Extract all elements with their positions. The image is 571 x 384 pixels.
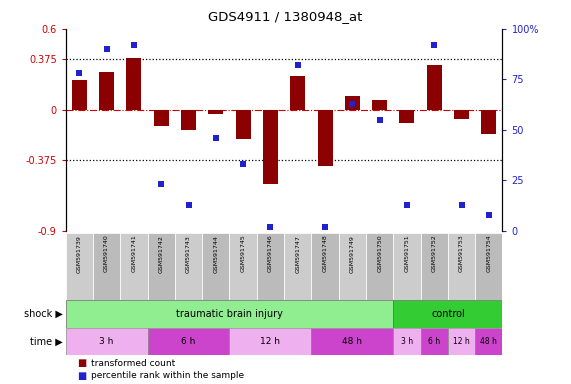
Text: control: control: [431, 309, 465, 319]
Bar: [154, 109, 168, 126]
Bar: [393, 328, 421, 355]
Text: GSM591749: GSM591749: [350, 235, 355, 273]
Bar: [481, 109, 496, 134]
Bar: [66, 233, 93, 300]
Bar: [475, 328, 502, 355]
Text: GSM591742: GSM591742: [159, 235, 164, 273]
Text: 12 h: 12 h: [453, 337, 470, 346]
Bar: [400, 109, 415, 123]
Bar: [448, 328, 475, 355]
Text: 48 h: 48 h: [480, 337, 497, 346]
Bar: [72, 80, 87, 109]
Text: transformed count: transformed count: [91, 359, 176, 368]
Text: GSM591740: GSM591740: [104, 235, 109, 273]
Text: GSM591752: GSM591752: [432, 235, 437, 273]
Bar: [230, 233, 257, 300]
Point: [320, 223, 329, 230]
Bar: [175, 233, 202, 300]
Bar: [284, 233, 311, 300]
Bar: [230, 328, 311, 355]
Bar: [317, 109, 332, 166]
Bar: [339, 233, 366, 300]
Point: [239, 161, 248, 167]
Bar: [236, 109, 251, 139]
Bar: [290, 76, 305, 109]
Text: 3 h: 3 h: [99, 337, 114, 346]
Point: [75, 70, 84, 76]
Bar: [93, 233, 120, 300]
Text: GSM591754: GSM591754: [486, 235, 491, 273]
Point: [102, 46, 111, 52]
Text: shock ▶: shock ▶: [24, 309, 63, 319]
Bar: [257, 233, 284, 300]
Bar: [421, 328, 448, 355]
Text: GSM591753: GSM591753: [459, 235, 464, 273]
Text: GSM591748: GSM591748: [323, 235, 328, 273]
Bar: [454, 109, 469, 119]
Bar: [366, 233, 393, 300]
Bar: [372, 100, 387, 109]
Bar: [427, 65, 442, 109]
Point: [348, 101, 357, 107]
Bar: [126, 58, 142, 109]
Bar: [181, 109, 196, 130]
Text: GSM591743: GSM591743: [186, 235, 191, 273]
Bar: [263, 109, 278, 184]
Point: [211, 135, 220, 141]
Bar: [345, 96, 360, 109]
Text: 6 h: 6 h: [428, 337, 440, 346]
Point: [403, 202, 412, 208]
Bar: [393, 300, 502, 328]
Text: time ▶: time ▶: [30, 336, 63, 346]
Text: GSM591750: GSM591750: [377, 235, 382, 272]
Bar: [311, 328, 393, 355]
Point: [156, 181, 166, 187]
Bar: [66, 300, 393, 328]
Point: [184, 202, 193, 208]
Text: GDS4911 / 1380948_at: GDS4911 / 1380948_at: [208, 10, 363, 23]
Bar: [99, 72, 114, 109]
Point: [429, 42, 439, 48]
Bar: [147, 328, 230, 355]
Point: [375, 117, 384, 123]
Point: [484, 212, 493, 218]
Text: GSM591745: GSM591745: [240, 235, 246, 273]
Bar: [311, 233, 339, 300]
Bar: [475, 233, 502, 300]
Point: [266, 223, 275, 230]
Bar: [208, 109, 223, 114]
Text: GSM591747: GSM591747: [295, 235, 300, 273]
Text: 3 h: 3 h: [401, 337, 413, 346]
Text: 6 h: 6 h: [182, 337, 196, 346]
Bar: [202, 233, 230, 300]
Point: [293, 62, 302, 68]
Text: GSM591751: GSM591751: [404, 235, 409, 272]
Text: GSM591746: GSM591746: [268, 235, 273, 273]
Bar: [421, 233, 448, 300]
Text: GSM591739: GSM591739: [77, 235, 82, 273]
Text: GSM591744: GSM591744: [214, 235, 218, 273]
Text: 48 h: 48 h: [343, 337, 363, 346]
Text: ■: ■: [77, 358, 86, 368]
Bar: [66, 328, 147, 355]
Text: GSM591741: GSM591741: [131, 235, 136, 273]
Bar: [120, 233, 147, 300]
Bar: [147, 233, 175, 300]
Text: 12 h: 12 h: [260, 337, 280, 346]
Point: [457, 202, 466, 208]
Text: percentile rank within the sample: percentile rank within the sample: [91, 371, 244, 381]
Text: traumatic brain injury: traumatic brain injury: [176, 309, 283, 319]
Bar: [448, 233, 475, 300]
Bar: [393, 233, 421, 300]
Point: [130, 42, 139, 48]
Text: ■: ■: [77, 371, 86, 381]
